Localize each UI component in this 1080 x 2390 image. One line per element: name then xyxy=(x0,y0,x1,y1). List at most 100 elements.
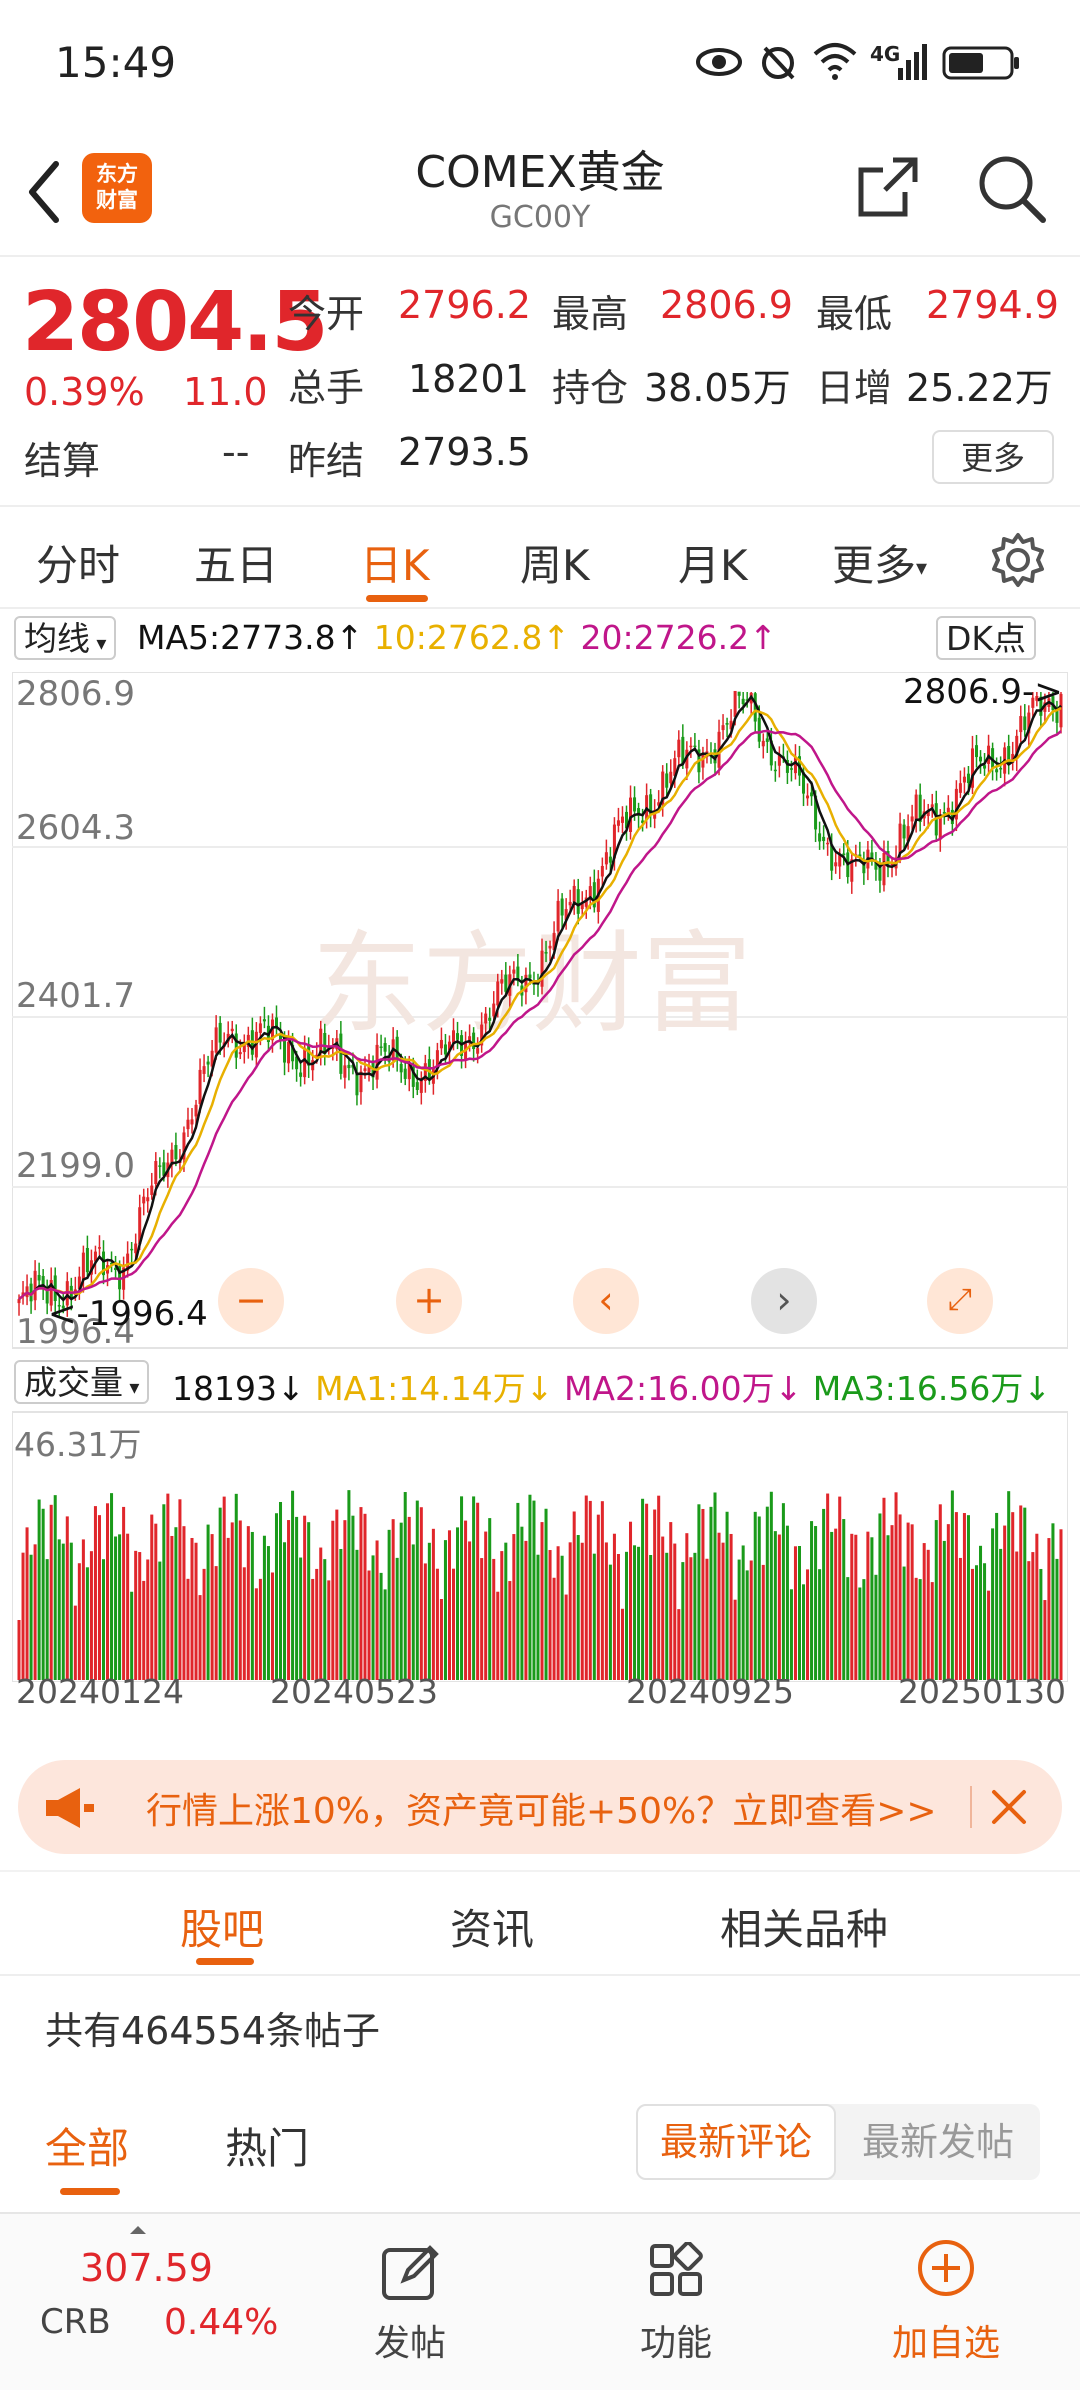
volume-bar xyxy=(516,1502,520,1680)
volume-bar xyxy=(443,1540,447,1680)
candle-body xyxy=(1015,735,1019,759)
alarm-off-icon xyxy=(762,46,795,80)
volume-bar xyxy=(186,1578,190,1680)
volume-bar xyxy=(427,1542,431,1680)
logo-text-bottom: 财富 xyxy=(96,188,138,212)
candle-body xyxy=(556,900,560,932)
scroll-right-button[interactable]: › xyxy=(751,1268,817,1334)
sort-latest-post[interactable]: 最新发帖 xyxy=(861,2120,1014,2164)
candle-body xyxy=(661,771,665,805)
fullscreen-icon[interactable]: ⤢ xyxy=(927,1268,993,1334)
dk-points-button[interactable]: DK点 xyxy=(936,616,1037,660)
volume-bar xyxy=(641,1498,645,1680)
volume-pane-frame xyxy=(12,1411,1068,1682)
settle-value: -- xyxy=(222,430,250,474)
settings-gear-icon[interactable] xyxy=(990,532,1046,588)
app-logo[interactable]: 东方 财富 xyxy=(82,153,152,223)
tab-daily-k[interactable]: 日K xyxy=(360,541,430,590)
volume-bar xyxy=(814,1526,818,1680)
ma-selector[interactable]: 均线 ▾ xyxy=(14,616,117,660)
volume-bar xyxy=(118,1534,122,1680)
candle-body xyxy=(1031,697,1035,708)
volume-bar xyxy=(890,1525,894,1680)
promo-banner[interactable]: 行情上涨10%，资产竟可能+50%？立即查看>> xyxy=(18,1760,1062,1854)
candle-body xyxy=(580,903,584,910)
volume-bar xyxy=(69,1542,73,1680)
kline-chart[interactable]: 均线 ▾ MA5:2773.8↑ 10:2762.8↑ 20:2726.2↑ D… xyxy=(0,610,1080,1740)
volume-bar xyxy=(488,1518,492,1680)
volume-bar xyxy=(170,1535,174,1680)
candle-body xyxy=(954,788,958,820)
candle-body xyxy=(624,811,629,829)
volume-bar xyxy=(246,1526,250,1680)
candle-body xyxy=(93,1251,97,1262)
tab-intraday[interactable]: 分时 xyxy=(36,541,121,590)
volume-bar xyxy=(616,1554,620,1680)
volume-bar xyxy=(810,1521,814,1680)
candle-body xyxy=(206,1061,210,1065)
candle-body xyxy=(560,898,564,916)
candle-body xyxy=(548,945,552,949)
tab-more[interactable]: 更多▾ xyxy=(832,532,927,593)
candle-body xyxy=(572,885,576,903)
candle-body xyxy=(850,859,854,882)
volume-bar xyxy=(266,1546,270,1680)
volume-bar xyxy=(162,1504,166,1680)
volume-bar xyxy=(291,1490,295,1680)
close-icon[interactable] xyxy=(990,1788,1028,1826)
volume-bar xyxy=(866,1531,870,1680)
volume-selector[interactable]: 成交量 ▾ xyxy=(14,1360,150,1404)
tab-guba[interactable]: 股吧 xyxy=(180,1905,265,1954)
dropdown-triangle-icon: ▾ xyxy=(123,1375,140,1399)
chevron-left-icon[interactable] xyxy=(24,160,64,224)
high-label: 最高 xyxy=(552,292,629,336)
candle-body xyxy=(633,797,637,812)
candle-body xyxy=(238,1052,242,1055)
tab-news[interactable]: 资讯 xyxy=(450,1905,535,1954)
candle-body xyxy=(162,1162,166,1176)
volume-bar xyxy=(476,1502,480,1680)
tab-five-day[interactable]: 五日 xyxy=(194,541,279,590)
zoom-out-button[interactable]: − xyxy=(218,1268,284,1334)
crb-index[interactable]: 307.59 CRB 0.44% xyxy=(34,2214,278,2384)
candle-body xyxy=(568,901,572,906)
candle-body xyxy=(198,1069,202,1104)
open-value: 2796.2 xyxy=(398,283,531,327)
candle-body xyxy=(53,1275,57,1302)
tab-weekly-k[interactable]: 周K xyxy=(520,541,590,590)
share-icon[interactable] xyxy=(855,154,921,220)
kline-canvas[interactable]: 东方财富 xyxy=(12,672,1068,1682)
volume-bar xyxy=(987,1590,991,1680)
volume-bar xyxy=(25,1527,29,1680)
scroll-left-button[interactable]: ‹ xyxy=(573,1268,639,1334)
search-icon[interactable] xyxy=(975,152,1047,224)
ma20-value: 20:2726.2↑ xyxy=(580,618,777,657)
add-watchlist-label: 加自选 xyxy=(891,2323,1000,2364)
candle-body xyxy=(138,1207,142,1245)
volume-bar xyxy=(451,1568,456,1680)
volume-bar xyxy=(898,1514,902,1680)
volume-bar xyxy=(645,1503,649,1680)
volume-bar xyxy=(914,1577,918,1680)
sort-latest-comment[interactable]: 最新评论 xyxy=(636,2104,836,2180)
tab-related[interactable]: 相关品种 xyxy=(720,1905,889,1954)
candle-body xyxy=(476,1048,480,1054)
volume-bar xyxy=(789,1589,793,1680)
more-quote-button[interactable]: 更多 xyxy=(932,430,1054,484)
volume-bar xyxy=(858,1587,862,1680)
candle-body xyxy=(830,844,834,871)
banner-text[interactable]: 行情上涨10%，资产竟可能+50%？立即查看>> xyxy=(146,1791,937,1832)
volume-bar xyxy=(629,1521,633,1680)
volume-bar xyxy=(633,1545,637,1680)
tab-monthly-k[interactable]: 月K xyxy=(678,541,748,590)
zoom-in-button[interactable]: + xyxy=(396,1268,462,1334)
candle-body xyxy=(17,1299,21,1304)
subtab-all[interactable]: 全部 xyxy=(45,2124,130,2173)
candle-body xyxy=(745,699,749,701)
volume-bar xyxy=(387,1529,391,1680)
volume-bar xyxy=(415,1500,419,1680)
candle-body xyxy=(262,1019,266,1022)
volume-bar xyxy=(331,1520,335,1680)
candle-body xyxy=(234,1033,238,1058)
subtab-hot[interactable]: 热门 xyxy=(225,2124,310,2173)
